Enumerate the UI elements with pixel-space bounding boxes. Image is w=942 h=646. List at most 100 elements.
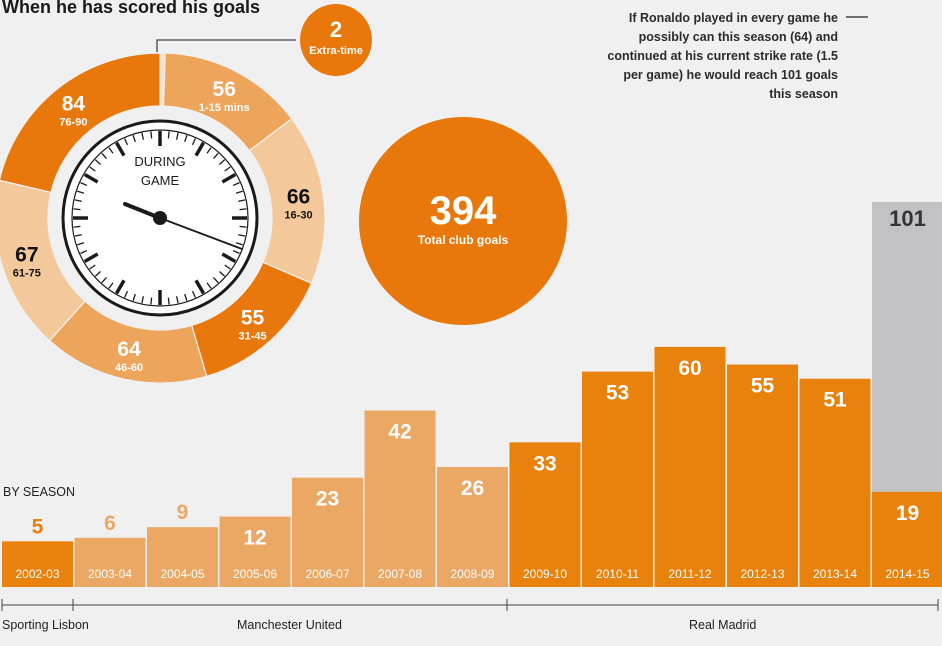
season-value-label: 33 [533, 452, 556, 475]
total-goals-label: Total club goals [418, 233, 509, 247]
clock-face: DURING GAME [61, 119, 259, 317]
season-value-label: 26 [461, 477, 484, 500]
club-label-man-united: Manchester United [237, 618, 342, 632]
clock-tick [73, 208, 81, 211]
season-value-label: 12 [243, 527, 266, 550]
extra-time-value: 2 [330, 17, 342, 42]
season-value-label: 9 [177, 501, 189, 524]
season-tick-label: 2005-06 [233, 567, 277, 581]
clock-tick [219, 271, 226, 277]
season-bar [74, 537, 146, 587]
clock-tick [80, 182, 88, 187]
donut-slice [0, 179, 86, 342]
season-value-label: 42 [388, 421, 411, 444]
club-label-sporting: Sporting Lisbon [2, 618, 89, 632]
season-bar [219, 516, 291, 587]
clock-tick [175, 132, 179, 140]
clock-tick [206, 282, 212, 289]
season-value-label: 19 [896, 502, 919, 525]
clock-tick [224, 264, 231, 270]
clock-tick [124, 138, 129, 146]
season-value-label: 23 [316, 488, 339, 511]
season-value-label: 51 [823, 389, 847, 412]
clock-tick [206, 147, 212, 154]
season-tick-label: 2007-08 [378, 567, 422, 581]
clock-minute-hand [159, 217, 243, 250]
clock-tick [83, 252, 99, 264]
donut-slice-label: 46-60 [115, 362, 143, 374]
donut-slice-label: 61-75 [13, 268, 41, 280]
clock-center-pin [153, 211, 167, 225]
clock-tick [83, 172, 99, 184]
season-tick-label: 2014-15 [885, 567, 929, 581]
clock-tick [124, 290, 129, 298]
clock-tick [238, 233, 246, 237]
clock-tick [77, 242, 85, 246]
clock-tick [108, 282, 114, 289]
season-bar [872, 491, 942, 587]
clock-tick [235, 242, 243, 246]
clock-tick [213, 152, 219, 159]
donut-slice-value: 84 [62, 93, 86, 116]
donut-slice-value: 56 [213, 78, 236, 101]
season-value-label: 53 [606, 382, 629, 405]
clock-tick [194, 279, 206, 295]
season-value-label: 60 [678, 357, 701, 380]
extra-time-label: Extra-time [309, 45, 363, 57]
clock-tick [150, 131, 153, 139]
clock-tick [191, 138, 196, 146]
clock-tick [94, 159, 101, 165]
season-bars: 2002-03 5 2003-04 6 2004-05 9 2005-06 12 2006-07… [2, 201, 942, 587]
clock-tick [235, 190, 243, 194]
season-bar [437, 467, 508, 587]
season-axis [1, 16, 939, 611]
total-goals-bubble [359, 117, 567, 325]
donut-slice-value: 55 [241, 306, 265, 329]
clock-tick [132, 293, 136, 301]
clock-tick [213, 277, 219, 284]
donut-slice-label: 31-45 [238, 330, 266, 342]
season-value-label: 55 [751, 375, 775, 398]
clock-tick [167, 131, 170, 139]
season-tick-label: 2003-04 [88, 567, 132, 581]
clock-tick [89, 166, 96, 172]
clock-tick [108, 147, 114, 154]
club-label-real-madrid: Real Madrid [689, 618, 757, 632]
clock-tick [184, 135, 188, 143]
clock-tick [141, 132, 145, 140]
season-bar [582, 371, 653, 587]
clock-tick [74, 233, 82, 237]
clock-tick [114, 141, 126, 157]
clock-tick [239, 225, 247, 228]
clock-tick [239, 208, 247, 211]
season-bar [799, 378, 871, 587]
projection-value-label: 101 [889, 206, 926, 231]
season-tick-label: 2006-07 [305, 567, 349, 581]
clock-tick [150, 297, 153, 305]
clock-label-line1: DURING [134, 154, 185, 169]
clock-tick [77, 190, 85, 194]
clock-tick [101, 277, 107, 284]
donut-slice-label: 1-15 mins [199, 102, 250, 114]
season-tick-label: 2004-05 [160, 567, 204, 581]
donut-slice [0, 52, 161, 194]
season-tick-label: 2010-11 [596, 567, 639, 581]
season-bar [292, 477, 363, 587]
clock-tick [221, 252, 237, 264]
donut-slice-label: 76-90 [59, 117, 87, 129]
clock-tick [175, 296, 179, 304]
clock-tick [219, 159, 226, 165]
season-value-label: 6 [104, 512, 116, 535]
total-goals-value: 394 [430, 189, 497, 233]
clock-label-line2: GAME [141, 173, 180, 188]
season-bar [654, 346, 726, 587]
donut-slice-value: 66 [287, 185, 310, 208]
season-tick-label: 2012-13 [740, 567, 784, 581]
donut-slice-value: 67 [15, 244, 38, 267]
clock-tick [238, 199, 246, 203]
clock-tick [224, 166, 231, 172]
clock-tick [167, 297, 170, 305]
clock-tick [132, 135, 136, 143]
